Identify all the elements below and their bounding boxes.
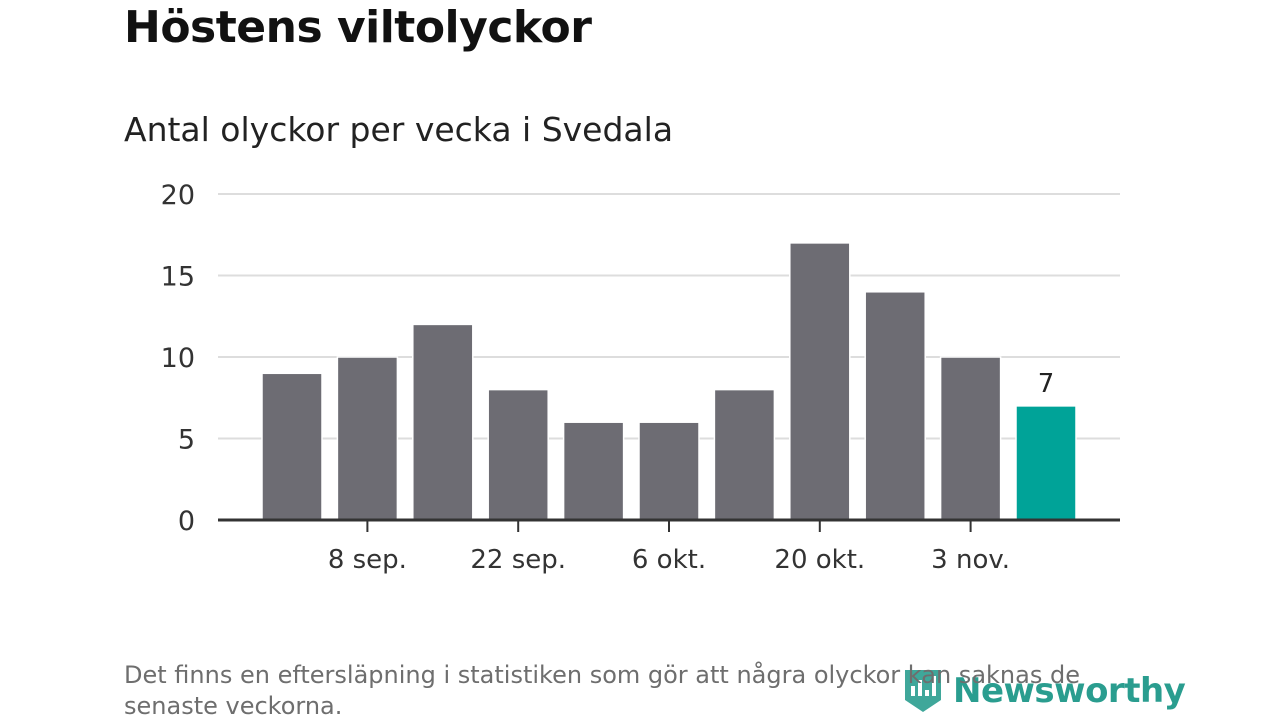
x-tick-label: 3 nov. bbox=[931, 545, 1010, 575]
bar bbox=[336, 356, 399, 521]
chart-subtitle: Antal olyckor per vecka i Svedala bbox=[124, 110, 674, 149]
y-tick-label: 10 bbox=[161, 343, 195, 374]
bar bbox=[261, 372, 323, 521]
newsworthy-logo-icon bbox=[905, 670, 941, 712]
x-tick-label: 20 okt. bbox=[774, 545, 865, 575]
x-tick-label: 22 sep. bbox=[470, 545, 566, 575]
y-tick-label: 20 bbox=[161, 180, 195, 211]
bar bbox=[562, 421, 625, 521]
bar bbox=[939, 356, 1002, 521]
bar bbox=[487, 388, 549, 521]
bar bbox=[864, 291, 926, 521]
newsworthy-logo: Newsworthy bbox=[903, 666, 1186, 716]
logo-text: Newsworthy bbox=[953, 671, 1186, 711]
x-tick-label: 6 okt. bbox=[632, 545, 706, 575]
bar bbox=[713, 388, 776, 521]
bar bbox=[638, 421, 700, 521]
bar bbox=[789, 242, 851, 521]
y-tick-label: 0 bbox=[178, 506, 195, 537]
bar-highlight bbox=[1015, 405, 1077, 521]
footnote: Det finns en eftersläpning i statistiken… bbox=[124, 661, 1080, 720]
y-tick-label: 5 bbox=[178, 425, 195, 456]
y-tick-label: 15 bbox=[161, 262, 195, 293]
data-label: 7 bbox=[1038, 369, 1055, 399]
x-tick-label: 8 sep. bbox=[328, 545, 407, 575]
chart-title: Höstens viltolyckor bbox=[124, 2, 592, 53]
bar bbox=[412, 323, 474, 521]
